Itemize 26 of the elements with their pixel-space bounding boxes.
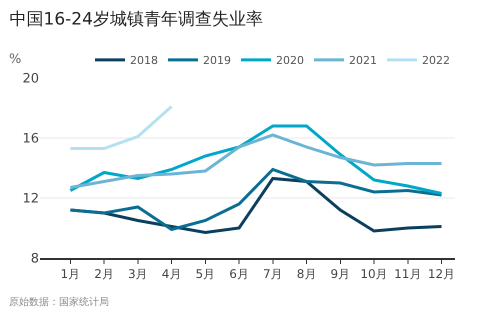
- x-tick-label: 3月: [128, 267, 148, 282]
- line-series: [68, 134, 443, 189]
- x-tick-label: 2月: [94, 267, 114, 282]
- legend-label: 2022: [422, 54, 450, 68]
- y-tick-label: 8: [30, 252, 39, 267]
- x-tick-label: 10月: [360, 267, 388, 282]
- x-tick-label: 7月: [262, 267, 283, 282]
- text: 原始数据：国家统计局: [9, 296, 109, 308]
- legend-label: 2020: [276, 54, 304, 68]
- x-tick-label: 4月: [162, 267, 182, 282]
- y-tick-label: 12: [22, 192, 39, 207]
- legend-label: 2018: [130, 54, 158, 68]
- x-tick-label: 1月: [60, 267, 80, 282]
- y-tick-label: 16: [22, 132, 39, 147]
- y-axis-title: %: [9, 52, 22, 67]
- legend-label: 2021: [349, 54, 377, 68]
- x-tick-label: 11月: [394, 267, 422, 282]
- chart-title: 中国16-24岁城镇青年调查失业率: [10, 10, 263, 30]
- x-tick-label: 6月: [229, 267, 249, 282]
- x-tick-label: 8月: [296, 267, 316, 282]
- x-tick-label: 5月: [196, 267, 216, 282]
- legend-label: 2019: [203, 54, 231, 68]
- y-tick-label: 20: [22, 72, 39, 87]
- line-series: [68, 168, 443, 231]
- x-tick-label: 9月: [330, 267, 350, 282]
- x-tick-label: 12月: [428, 267, 456, 282]
